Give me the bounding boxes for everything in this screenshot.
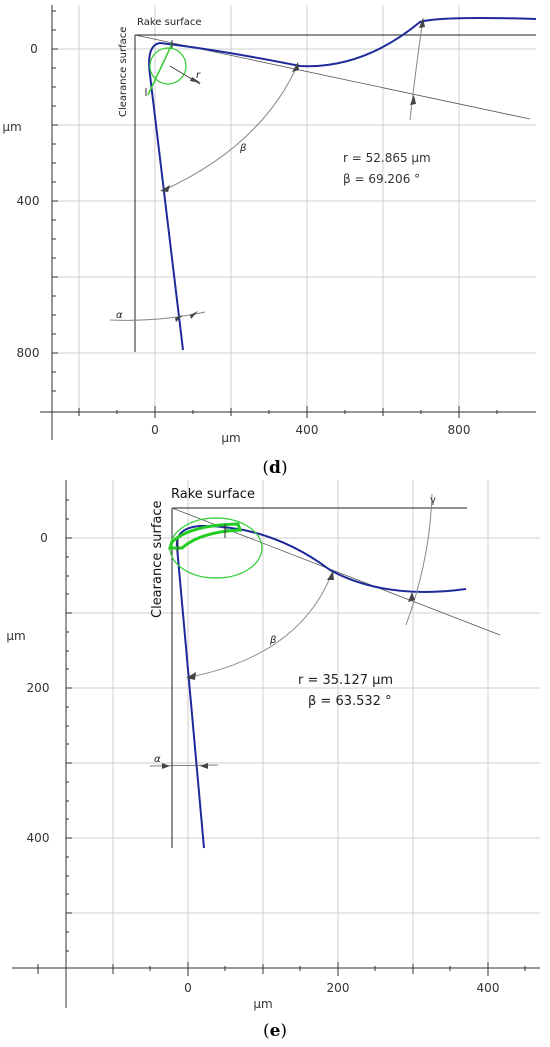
panel-e-r-value: r = 35.127 µm bbox=[298, 673, 393, 688]
panel-e-ytick-0: 0 bbox=[40, 531, 48, 545]
caption-d: (d) bbox=[262, 458, 287, 478]
panel-d-alpha-symbol: α bbox=[116, 310, 123, 321]
panel-d-xunit: µm bbox=[221, 431, 240, 445]
panel-d-r-symbol: r bbox=[196, 70, 201, 81]
panel-e-yunit: µm bbox=[6, 629, 25, 643]
panel-e-xunit: µm bbox=[253, 997, 272, 1011]
panel-e-profile-curve bbox=[175, 524, 467, 849]
panel-e-gamma-symbol: γ bbox=[430, 495, 436, 506]
panel-e-grid bbox=[66, 480, 540, 968]
panel-d-yunit: µm bbox=[2, 120, 21, 134]
panel-e: 0 200 400 µm 0 200 400 µm Rake surface C… bbox=[6, 480, 540, 1011]
panel-e-beta-symbol: β bbox=[269, 635, 277, 646]
panel-d-clearance-surface-label: Clearance surface bbox=[118, 27, 129, 117]
panel-d-beta-symbol: β bbox=[239, 143, 247, 154]
panel-e-clearance-surface-label: Clearance surface bbox=[150, 500, 165, 618]
panel-d-beta-value: β = 69.206 ° bbox=[343, 172, 420, 186]
panel-e-reference-lines bbox=[171, 507, 501, 848]
panel-e-xtick-0: 0 bbox=[184, 981, 192, 995]
panel-d-alpha-arc bbox=[109, 311, 206, 321]
panel-e-ytick-200: 200 bbox=[27, 681, 50, 695]
panel-e-gamma-arc bbox=[405, 493, 433, 626]
panel-e-radius-fit bbox=[167, 517, 263, 579]
panel-d-xtick-400: 400 bbox=[296, 423, 319, 437]
panel-d-gamma-arc bbox=[409, 17, 424, 121]
panel-e-xtick-200: 200 bbox=[327, 981, 350, 995]
panel-d-rake-surface-label: Rake surface bbox=[137, 17, 202, 28]
panel-d-xtick-800: 800 bbox=[448, 423, 471, 437]
panel-e-alpha-symbol: α bbox=[154, 754, 161, 765]
panel-d-reference-lines bbox=[134, 34, 536, 352]
panel-e-xtick-400: 400 bbox=[477, 981, 500, 995]
panel-d-ytick-0: 0 bbox=[30, 42, 38, 56]
caption-e: (e) bbox=[263, 1021, 287, 1041]
panel-e-beta-arc bbox=[189, 572, 333, 678]
panel-e-axes bbox=[12, 480, 540, 1008]
panel-d-beta-arc bbox=[163, 63, 299, 191]
panel-e-beta-value: β = 63.532 ° bbox=[308, 694, 392, 709]
panel-d-radius-fit bbox=[145, 40, 201, 96]
panel-d-r-value: r = 52.865 µm bbox=[343, 151, 431, 165]
panel-d-xtick-0: 0 bbox=[151, 423, 159, 437]
panel-e-ytick-400: 400 bbox=[27, 831, 50, 845]
panel-d-ytick-800: 800 bbox=[17, 346, 40, 360]
panel-e-rake-surface-label: Rake surface bbox=[171, 487, 255, 502]
panel-d-ytick-400: 400 bbox=[17, 194, 40, 208]
panel-d-axes bbox=[40, 5, 536, 440]
panel-d-grid bbox=[52, 5, 536, 412]
panel-d-profile-curve bbox=[148, 17, 537, 351]
panel-d: 0 400 800 µm 0 400 800 µm Rake surface C… bbox=[2, 5, 537, 445]
